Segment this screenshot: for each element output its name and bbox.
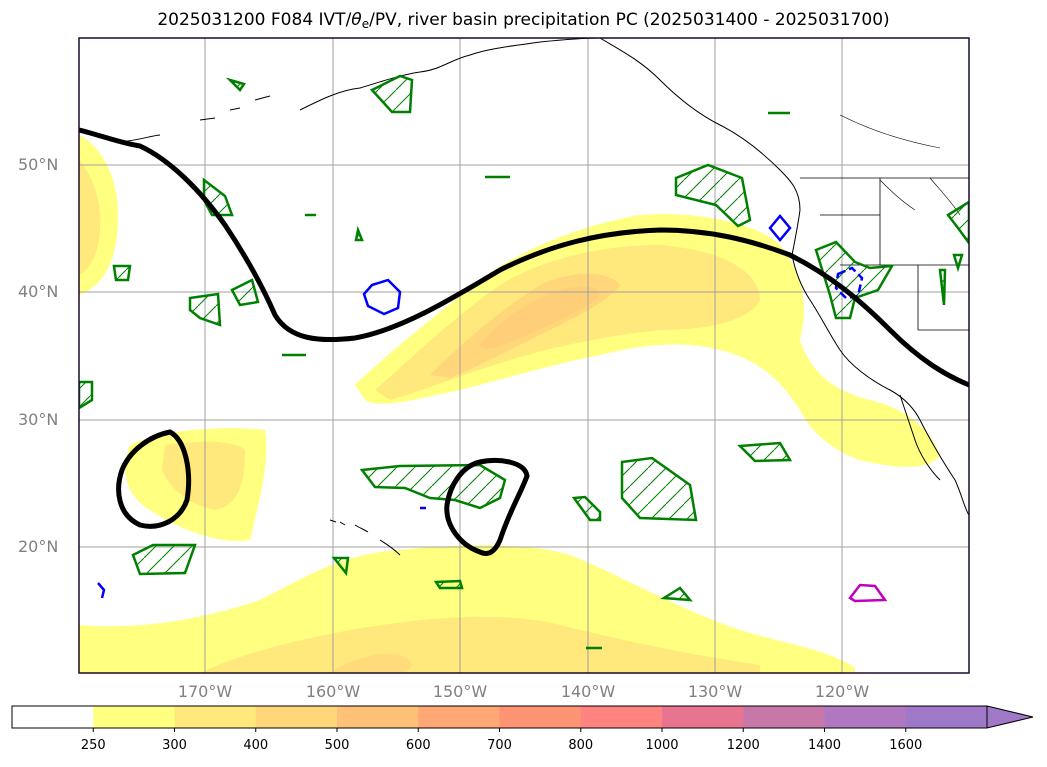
- map-title: 2025031200 F084 IVT/θe/PV, river basin p…: [0, 10, 1047, 31]
- lat-label-20: 20°N: [18, 537, 59, 556]
- colorbar-tick-label: 800: [568, 738, 594, 753]
- colorbar-segment: [93, 706, 175, 728]
- colorbar-segment: [337, 706, 419, 728]
- theta-e-cell-13: [571, 495, 602, 522]
- colorbar-tick-label: 1000: [645, 738, 679, 753]
- theta-e-cell-8: [131, 543, 197, 576]
- theta-e-cell-5: [230, 278, 260, 307]
- theta-e-cell-17: [433, 579, 464, 590]
- map-frame: [78, 37, 970, 674]
- blue-diamond-oregon: [768, 214, 792, 242]
- title-suffix: /PV, river basin precipitation PC (20250…: [369, 10, 890, 30]
- coastlines: [119, 38, 969, 556]
- lon-label-170w: 170°W: [177, 682, 233, 701]
- colorbar-segment: [174, 706, 257, 728]
- colorbar-tick-label: 700: [487, 738, 512, 753]
- lat-label-40: 40°N: [18, 282, 59, 301]
- lon-label-160w: 160°W: [305, 682, 361, 701]
- lat-label-30: 30°N: [18, 410, 59, 429]
- theta-e-cell-11: [946, 200, 969, 246]
- theta-e-cell-18: [225, 77, 246, 92]
- title-theta: θ: [351, 10, 362, 30]
- theta-e-cell-16: [331, 556, 350, 577]
- title-prefix: 2025031200 F084 IVT/: [157, 10, 352, 30]
- theta-e-cell-19: [354, 225, 364, 242]
- ivt-south-300: [200, 616, 760, 673]
- colorbar-tick-label: 400: [243, 738, 269, 753]
- pv-contours: [79, 127, 969, 556]
- pv-cutoff-west: [116, 429, 192, 529]
- theta-e-cell-15: [112, 264, 132, 282]
- ivt-plume-250: [355, 214, 940, 467]
- state-borders: [800, 177, 969, 331]
- ivt-left-300: [79, 160, 101, 275]
- colorbar-segment: [662, 706, 744, 728]
- lon-label-130w: 130°W: [687, 682, 743, 701]
- blue-circle-mid-pacific: [362, 278, 402, 316]
- colorbar-tick-label: 600: [405, 738, 431, 753]
- theta-e-cell-21: [938, 268, 947, 306]
- us-west-coast: [791, 209, 969, 516]
- colorbar-tick-label: 500: [324, 738, 350, 753]
- aleutian-islands: [119, 95, 271, 143]
- title-theta-subscript: e: [361, 17, 370, 31]
- theta-e-cell-1: [369, 74, 414, 114]
- theta-e-cell-20: [952, 253, 964, 273]
- colorbar-segment: [905, 706, 988, 728]
- colorbar-tick-label: 250: [80, 738, 106, 753]
- graticule: [79, 38, 969, 673]
- alaska-coast: [299, 38, 601, 111]
- lat-label-50: 50°N: [18, 155, 59, 174]
- theta-e-cell-10: [814, 240, 895, 320]
- ivt-south-250: [79, 545, 855, 673]
- colorbar-tick-label: 300: [162, 738, 187, 753]
- ivt-blob-300: [162, 441, 245, 510]
- colorbar-tick-label: 1200: [726, 738, 760, 753]
- ivt-south-400: [330, 653, 412, 673]
- pv-cutoff-central: [444, 458, 530, 556]
- theta-e-cell-2: [674, 163, 752, 228]
- colorbar-segment: [824, 706, 907, 728]
- theta-e-cell-9: [737, 441, 793, 463]
- colorbar-tick-label: 1600: [889, 738, 923, 753]
- colorbar-segment: [580, 706, 663, 728]
- theta-e-contours: [79, 74, 969, 650]
- theta-e-cell-12: [660, 586, 693, 602]
- blue-contours: [97, 214, 864, 599]
- theta-e-cell-14: [79, 380, 94, 410]
- lon-label-120w: 120°W: [814, 682, 870, 701]
- ivt-plume-500: [480, 286, 600, 349]
- blue-tick-west: [97, 582, 106, 599]
- map-plot-area: [79, 38, 969, 673]
- colorbar-segment: [418, 706, 500, 728]
- hawaii: [329, 519, 401, 556]
- colorbar-segment: [499, 706, 582, 728]
- colorbar-segment: [12, 706, 94, 728]
- colorbar-extend-arrow: [986, 705, 1034, 729]
- ivt-shading: [79, 135, 940, 673]
- magenta-contour: [848, 583, 888, 603]
- theta-e-cell-7: [620, 456, 698, 522]
- lon-label-140w: 140°W: [560, 682, 616, 701]
- blue-dashed-california: [834, 266, 864, 300]
- colorbar-tick-label: 1400: [807, 738, 842, 753]
- colorbar-segment: [255, 706, 338, 728]
- colorbar-segment: [743, 706, 825, 728]
- theta-e-cell-6: [359, 463, 507, 510]
- pv-main-trough: [79, 127, 969, 388]
- baja-coast: [899, 394, 941, 481]
- bc-coast: [599, 38, 801, 211]
- theta-e-cell-4: [188, 292, 222, 327]
- colorbar-graphic: [11, 705, 1034, 732]
- lon-label-150w: 150°W: [432, 682, 488, 701]
